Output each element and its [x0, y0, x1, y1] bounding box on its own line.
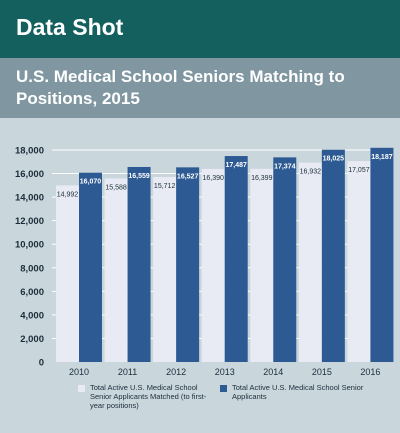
data-label-2014-series-1: 17,374: [274, 163, 296, 170]
data-label-2013-series-0: 16,390: [203, 175, 225, 182]
data-label-2011-series-0: 15,588: [105, 184, 127, 191]
data-label-2016-series-0: 17,057: [348, 167, 370, 174]
x-tick-label-2013: 2013: [215, 367, 235, 377]
x-tick-label-2011: 2011: [118, 367, 137, 377]
y-tick-label-0: 0: [39, 358, 44, 369]
bar-2011-series-1: [127, 166, 151, 362]
y-tick-label-10000: 10,000: [15, 240, 44, 251]
data-label-2016-series-1: 18,187: [371, 154, 393, 161]
bar-2010-series-1: [79, 172, 102, 362]
x-tick-label-2015: 2015: [312, 367, 332, 377]
bar-2013-series-0: [201, 168, 225, 362]
data-label-2015-series-1: 18,025: [323, 156, 345, 163]
bar-2016-series-0: [347, 161, 371, 362]
bar-2012-series-0: [153, 176, 177, 362]
bar-2015-series-1: [321, 149, 345, 362]
x-tick-label-2016: 2016: [360, 367, 380, 377]
chart-title: U.S. Medical School Seniors Matching to …: [16, 67, 345, 108]
bar-2014-series-1: [273, 157, 297, 362]
data-label-2012-series-1: 16,527: [177, 173, 199, 180]
y-tick-label-6000: 6,000: [20, 287, 44, 298]
data-label-2015-series-0: 16,932: [300, 169, 322, 176]
bar-2013-series-1: [224, 156, 248, 362]
data-label-2010-series-0: 14,992: [57, 191, 79, 198]
header-band: Data Shot: [0, 0, 400, 58]
legend-swatch-applicants: [220, 385, 227, 392]
x-tick-label-2014: 2014: [263, 367, 283, 377]
x-tick-label-2010: 2010: [69, 367, 89, 377]
bar-2014-series-0: [250, 168, 274, 362]
bar-2015-series-0: [298, 162, 322, 362]
data-label-2012-series-0: 15,712: [154, 183, 176, 190]
y-tick-label-16000: 16,000: [15, 169, 44, 180]
bar-2016-series-1: [370, 147, 394, 362]
bar-2011-series-0: [104, 178, 128, 362]
bar-2010-series-0: [56, 185, 79, 362]
chart-title-band: U.S. Medical School Seniors Matching to …: [0, 58, 400, 118]
data-label-2010-series-1: 16,070: [80, 179, 102, 186]
data-label-2014-series-0: 16,399: [251, 175, 273, 182]
legend-label-applicants: Total Active U.S. Medical School Senior …: [232, 383, 364, 401]
y-tick-label-8000: 8,000: [20, 263, 44, 274]
y-tick-label-18000: 18,000: [15, 146, 44, 157]
bar-2012-series-1: [176, 167, 200, 362]
legend: Total Active U.S. Medical School Senior …: [78, 383, 398, 427]
data-label-2013-series-1: 17,487: [226, 162, 248, 169]
y-tick-label-4000: 4,000: [20, 310, 44, 321]
legend-label-matched: Total Active U.S. Medical School Senior …: [90, 383, 207, 410]
data-label-2011-series-1: 16,559: [128, 173, 150, 180]
y-tick-label-2000: 2,000: [20, 334, 44, 345]
y-tick-label-12000: 12,000: [15, 216, 44, 227]
header-title: Data Shot: [16, 14, 124, 40]
legend-swatch-matched: [78, 385, 85, 392]
y-tick-label-14000: 14,000: [15, 193, 44, 204]
x-tick-label-2012: 2012: [166, 367, 186, 377]
